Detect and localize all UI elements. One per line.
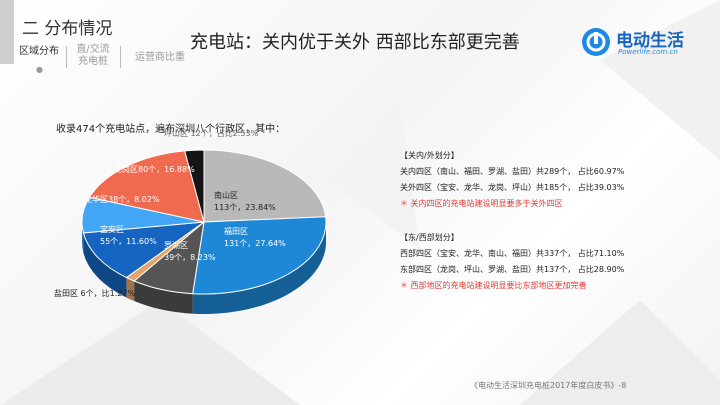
brand-url: Powerlife.com.cn	[618, 48, 678, 56]
inout-note: ＊ 关内四区的充电站建设明显要多于关外四区	[400, 199, 563, 208]
pie-slice-南山区[interactable]	[203, 149, 327, 223]
inout-line-1: 关内四区（南山、福田、罗湖、盐田）共289个， 占比60.97%	[400, 167, 625, 176]
pie-value-南山区: 113个，23.84%	[214, 203, 276, 212]
nav-item-ac-dc[interactable]: 直/交流 充电桩	[70, 44, 116, 68]
eastwest-line-1: 西部四区（宝安、龙华、南山、福田）共337个， 占比71.10%	[400, 249, 625, 258]
footer-citation: 《电动生活深圳充电桩2017年度白皮书》-8	[470, 381, 627, 390]
pie-slice-side-罗湖区	[134, 281, 193, 314]
nav-item-operator-share[interactable]: 运营商比重	[135, 52, 185, 63]
inout-panel: 【关内/外划分】 关内四区（南山、福田、罗湖、盐田）共289个， 占比60.97…	[400, 148, 624, 212]
eastwest-panel: 【东/西部划分】 西部四区（宝安、龙华、南山、福田）共337个， 占比71.10…	[400, 230, 624, 294]
nav-divider	[66, 46, 67, 68]
pie-value-罗湖区: 39个，8.23%	[164, 253, 216, 262]
pie-slice-side-宝安区	[83, 232, 127, 298]
nav-divider	[120, 46, 121, 68]
pie-label-南山区: 南山区	[214, 190, 238, 200]
pie-label-罗湖区: 罗湖区	[164, 241, 188, 250]
pie-slice-福田区[interactable]	[192, 216, 327, 295]
pie-label-龙岗区: 龙岗区80个，16.88%	[114, 164, 195, 174]
brand-name: 电动生活	[616, 31, 684, 51]
eastwest-heading: 【东/西部划分】	[400, 233, 459, 242]
eastwest-note: ＊ 西部地区的充电站建设明显要比东部地区更加完善	[400, 281, 587, 290]
intro-text: 收录474个充电站点，遍布深圳八个行政区，其中：	[56, 124, 286, 135]
eastwest-line-2: 东部四区（龙岗、坪山、罗湖、盐田）共137个， 占比28.90%	[400, 265, 625, 274]
nav-item-ac-dc-line1: 直/交流	[76, 44, 110, 55]
power-plug-icon	[582, 28, 610, 56]
pie-value-福田区: 131个，27.64%	[224, 239, 286, 248]
part-one-side-tab: PART ONE	[0, 0, 28, 68]
brand-logo: 电动生活 Powerlife.com.cn	[580, 24, 710, 64]
inout-heading: 【关内/外划分】	[400, 151, 459, 160]
pie-slice-side-福田区	[192, 222, 326, 314]
pie-slice-side-盐田区	[126, 277, 135, 302]
pie-label-盐田区: 盐田区 6个，比1.27%	[54, 288, 135, 298]
pie-slice-坪山区[interactable]	[184, 149, 205, 223]
section-title: 二 分布情况	[22, 19, 113, 39]
pie-label-宝安区: 宝安区	[100, 224, 124, 234]
pie-value-宝安区: 55个，11.60%	[100, 237, 157, 246]
nav-item-ac-dc-line2: 充电桩	[78, 56, 108, 67]
active-indicator-dot: ●	[36, 65, 43, 74]
pie-label-坪山区: 坪山区 12个，占比2.53%	[164, 128, 259, 138]
pie-label-龙华区: 龙华区38个，8.02%	[84, 194, 160, 204]
nav-item-region[interactable]: 区域分布	[19, 46, 59, 57]
pie-slice-龙岗区[interactable]	[88, 150, 205, 223]
pie-slice-宝安区[interactable]	[82, 221, 206, 279]
pie-label-福田区: 福田区	[224, 227, 248, 236]
page-headline: 充电站：关内优于关外 西部比东部更完善	[190, 32, 520, 53]
inout-line-2: 关外四区（宝安、龙华、龙岗、坪山）共185个， 占比39.03%	[400, 183, 625, 192]
